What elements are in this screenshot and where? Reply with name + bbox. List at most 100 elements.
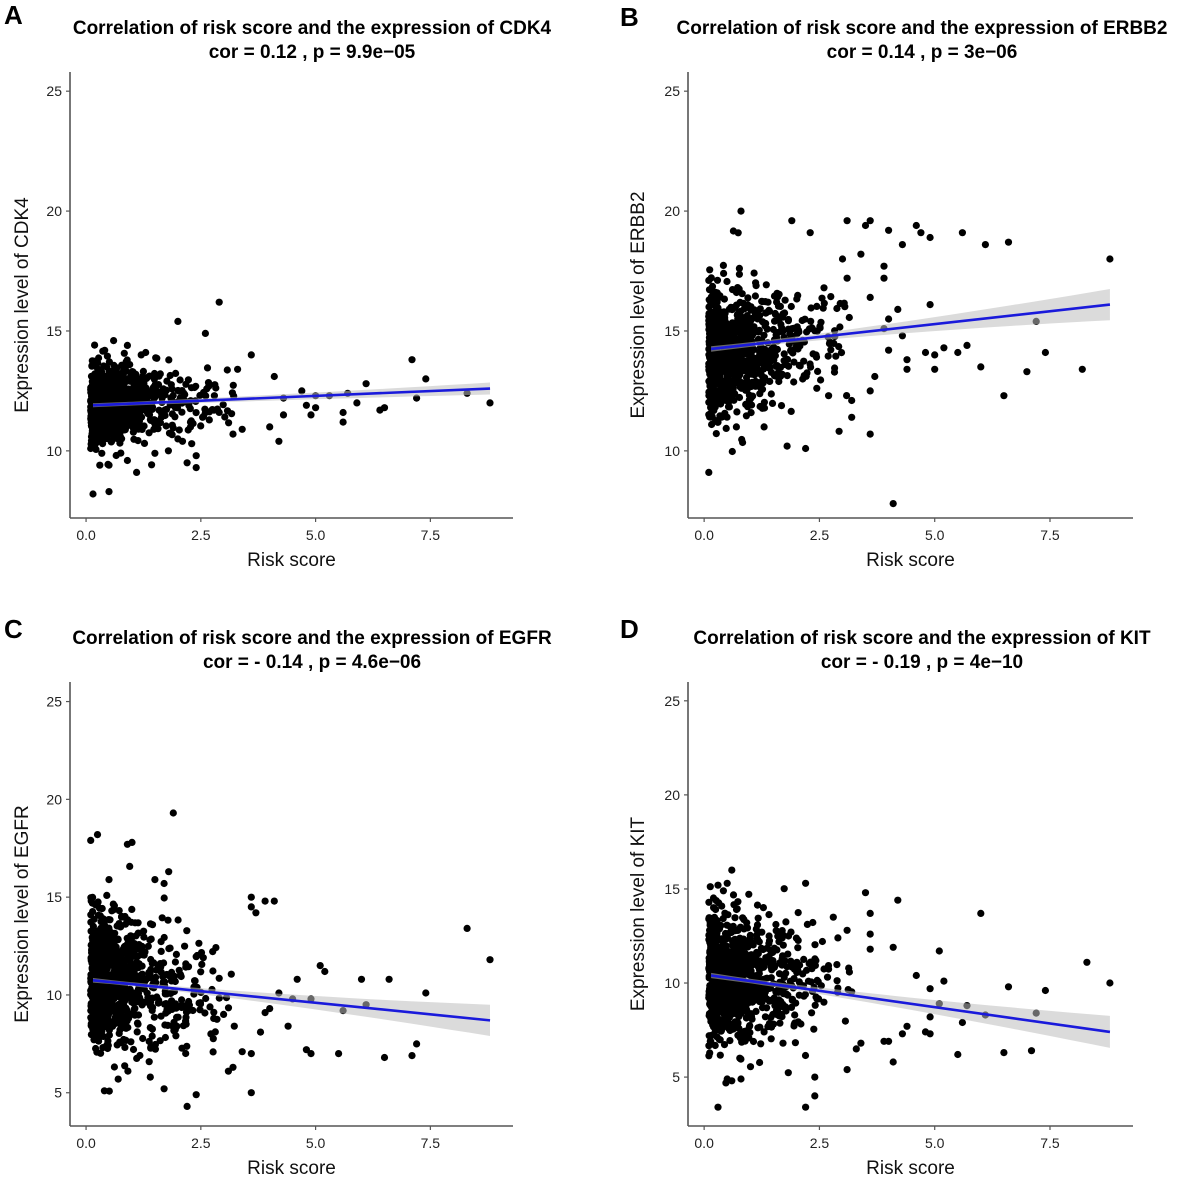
data-point xyxy=(90,1028,98,1036)
chart-title: Correlation of risk score and the expres… xyxy=(72,628,552,649)
data-point xyxy=(230,1022,238,1030)
confidence-band xyxy=(93,978,490,1036)
data-point xyxy=(192,409,200,417)
data-point xyxy=(770,343,778,351)
data-point xyxy=(715,313,723,321)
data-point xyxy=(169,391,177,400)
x-axis-title: Risk score xyxy=(247,550,336,571)
data-point xyxy=(737,1075,745,1083)
data-point xyxy=(706,917,714,925)
data-point xyxy=(100,1087,108,1095)
data-point xyxy=(820,998,828,1006)
data-point xyxy=(762,351,770,359)
data-point xyxy=(110,1063,118,1071)
data-point xyxy=(774,293,782,301)
data-point xyxy=(763,325,771,333)
data-point xyxy=(716,981,724,989)
data-point xyxy=(720,269,728,277)
data-point xyxy=(866,930,874,938)
data-point xyxy=(140,439,149,447)
data-point xyxy=(940,977,948,985)
data-point xyxy=(775,316,783,324)
panel-a: A Correlation of risk score and the expr… xyxy=(0,0,600,590)
data-point xyxy=(247,893,255,901)
data-point xyxy=(131,1004,139,1012)
data-point xyxy=(270,372,278,381)
data-point xyxy=(136,972,144,980)
data-point xyxy=(885,226,893,234)
data-point xyxy=(721,929,730,938)
data-point xyxy=(812,993,820,1001)
data-point xyxy=(220,1010,228,1018)
data-point xyxy=(160,894,168,902)
data-point xyxy=(708,393,717,401)
data-point xyxy=(261,897,269,905)
data-point xyxy=(169,424,177,432)
data-point xyxy=(799,970,807,978)
data-point xyxy=(807,978,815,986)
data-point xyxy=(103,1020,111,1029)
data-point xyxy=(718,935,726,943)
data-point xyxy=(898,241,906,249)
data-point xyxy=(857,250,865,258)
y-tick-label: 25 xyxy=(664,693,680,709)
data-point xyxy=(748,378,756,386)
data-point xyxy=(137,406,146,414)
data-point xyxy=(772,998,781,1006)
data-point xyxy=(316,962,324,970)
data-point xyxy=(284,1022,292,1030)
data-point xyxy=(866,909,874,917)
data-point xyxy=(801,1051,810,1060)
x-tick-label: 0.0 xyxy=(694,1135,714,1151)
data-point xyxy=(124,974,132,982)
data-point xyxy=(197,968,205,976)
data-point xyxy=(737,381,745,390)
data-point xyxy=(733,408,741,416)
data-point xyxy=(754,914,762,922)
data-point xyxy=(171,958,179,966)
data-point xyxy=(219,401,227,409)
data-point xyxy=(766,996,774,1004)
data-point xyxy=(780,350,788,358)
data-point xyxy=(790,358,798,366)
data-point xyxy=(732,423,740,431)
data-point xyxy=(705,1042,713,1050)
data-point xyxy=(843,1066,851,1074)
data-point xyxy=(357,975,366,983)
data-point xyxy=(188,440,196,448)
data-point xyxy=(105,488,113,496)
data-point xyxy=(714,418,722,426)
chart-subtitle: cor = 0.12 , p = 9.9e−05 xyxy=(208,42,416,63)
data-point xyxy=(807,304,815,312)
data-point xyxy=(729,891,738,899)
data-point xyxy=(866,430,874,438)
data-point xyxy=(714,881,722,889)
data-point xyxy=(766,377,774,385)
data-point xyxy=(130,940,138,948)
data-point xyxy=(802,1103,810,1111)
data-point xyxy=(110,967,118,975)
data-point xyxy=(741,318,749,326)
data-point xyxy=(716,1051,724,1059)
data-point xyxy=(199,413,207,421)
data-point xyxy=(843,926,851,934)
data-point xyxy=(198,960,206,968)
data-point xyxy=(215,298,223,306)
data-point xyxy=(748,401,756,409)
data-point xyxy=(809,918,817,927)
data-point xyxy=(723,990,731,999)
data-point xyxy=(164,1021,172,1029)
data-point xyxy=(734,898,742,906)
data-point xyxy=(787,957,795,965)
data-point xyxy=(174,386,182,395)
data-point xyxy=(787,302,795,311)
data-point xyxy=(1027,1047,1036,1055)
data-point xyxy=(794,944,802,952)
data-point xyxy=(121,426,129,434)
data-point xyxy=(168,410,176,418)
data-point xyxy=(825,392,833,400)
data-point xyxy=(737,307,745,315)
x-tick-label: 0.0 xyxy=(76,527,96,543)
data-point xyxy=(760,1028,768,1036)
data-point xyxy=(760,423,768,431)
